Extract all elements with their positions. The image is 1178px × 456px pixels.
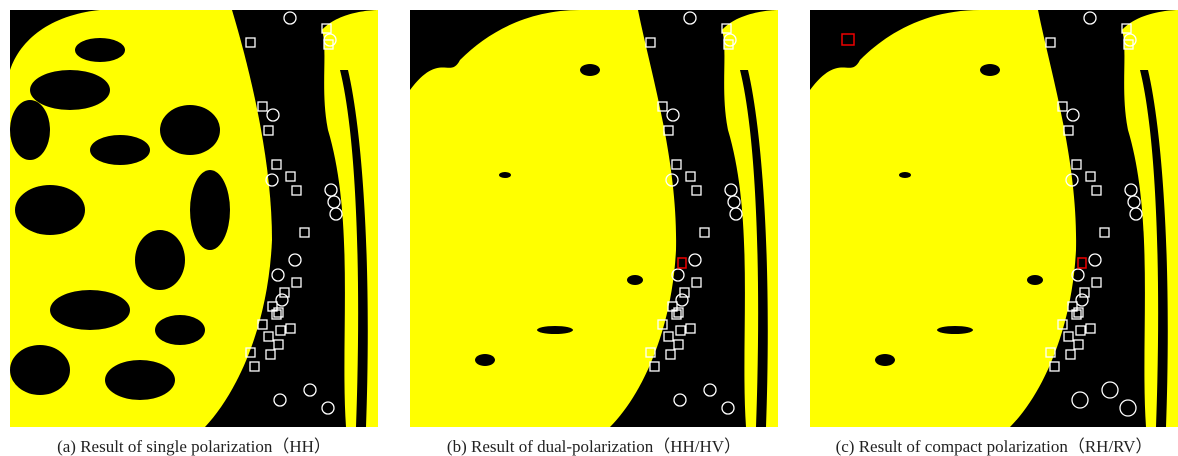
no-data-patch: [50, 290, 130, 330]
no-data-patch: [10, 345, 70, 395]
no-data-patch: [1027, 275, 1043, 285]
no-data-patch: [475, 354, 495, 366]
no-data-patch: [160, 105, 220, 155]
no-data-patch: [10, 100, 50, 160]
caption: (b) Result of dual-polarization（HH/HV）: [394, 432, 794, 456]
no-data-patch: [135, 230, 185, 290]
no-data-patch: [90, 135, 150, 165]
no-data-patch: [75, 38, 125, 62]
no-data-patch: [980, 64, 1000, 76]
no-data-patch: [190, 170, 230, 250]
no-data-patch: [499, 172, 511, 178]
no-data-patch: [155, 315, 205, 345]
no-data-patch: [627, 275, 643, 285]
no-data-patch: [580, 64, 600, 76]
caption: (a) Result of single polarization（HH）: [0, 432, 394, 456]
no-data-patch: [537, 326, 573, 334]
no-data-patch: [937, 326, 973, 334]
figure: (a) Result of single polarization（HH） (b…: [0, 0, 1178, 456]
no-data-patch: [875, 354, 895, 366]
land-region: [410, 10, 676, 427]
no-data-patch: [105, 360, 175, 400]
panel-image: [410, 10, 778, 427]
panel-image: [810, 10, 1178, 427]
no-data-patch: [15, 185, 85, 235]
no-data-patch: [899, 172, 911, 178]
caption: (c) Result of compact polarization（RH/RV…: [794, 432, 1178, 456]
panel-image: [10, 10, 378, 427]
no-data-patch: [30, 70, 110, 110]
land-region: [810, 10, 1076, 427]
